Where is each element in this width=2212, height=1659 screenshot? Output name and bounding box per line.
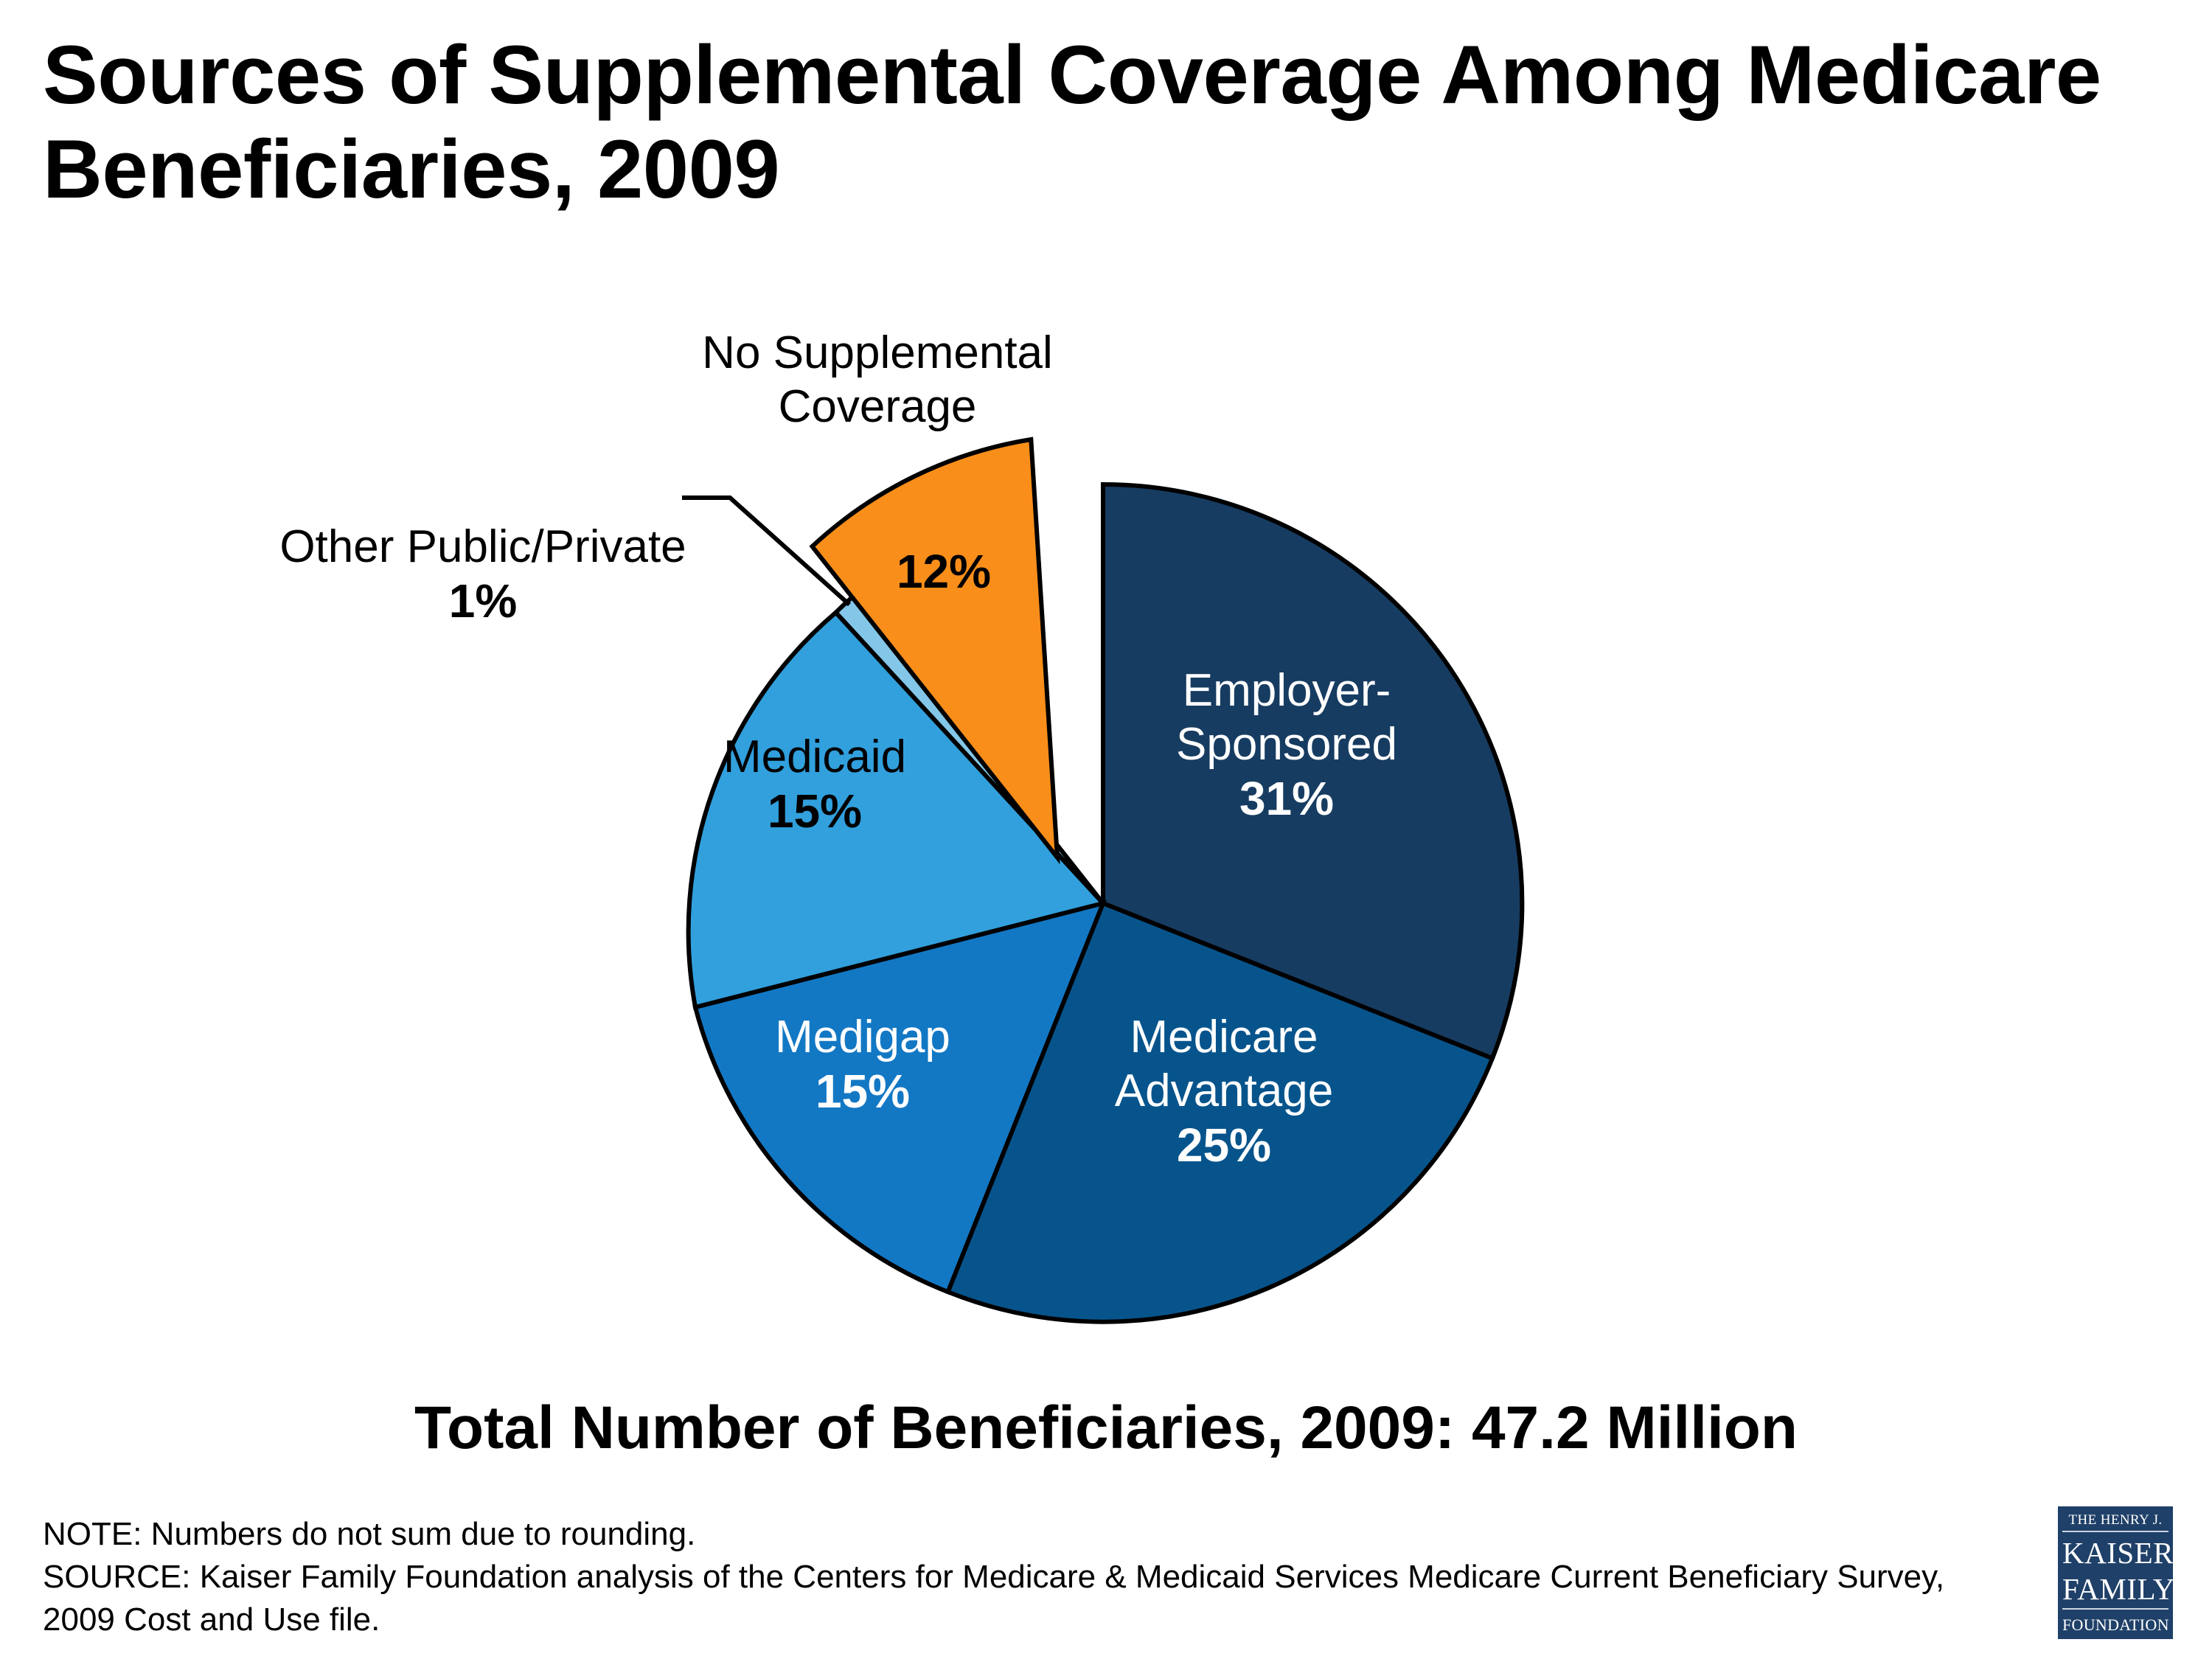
other-public-private-leader-line [682, 495, 852, 607]
pie-slice-no-supplemental-coverage-group[interactable] [809, 437, 1060, 865]
footnote-source-line-2: 2009 Cost and Use file. [43, 1601, 380, 1638]
pie-slice-employer-sponsored[interactable] [1101, 481, 1525, 1062]
logo-line-kaiser: KAISER [2062, 1536, 2174, 1571]
pie-chart-svg [682, 437, 1525, 1324]
pie-chart: Employer- Sponsored 31% Medicare Advanta… [0, 265, 2212, 1416]
pie-slice-medigap[interactable] [692, 900, 1107, 1295]
footnotes: NOTE: Numbers do not sum due to rounding… [43, 1513, 2034, 1641]
footnote-note: NOTE: Numbers do not sum due to rounding… [43, 1516, 696, 1552]
pie-slice-medicare-advantage[interactable] [945, 900, 1495, 1324]
page-title: Sources of Supplemental Coverage Among M… [43, 29, 2101, 215]
footnote-source-line-1: SOURCE: Kaiser Family Foundation analysi… [43, 1559, 1945, 1596]
chart-subtitle: Total Number of Beneficiaries, 2009: 47.… [414, 1394, 1798, 1461]
kaiser-family-foundation-logo: THE HENRY J. KAISER FAMILY FOUNDATION [2058, 1506, 2175, 1639]
pie-slice-no-supplemental-coverage[interactable] [809, 437, 1060, 865]
logo-line-the-henry-j: THE HENRY J. [2062, 1512, 2168, 1532]
logo-line-family: FAMILY [2062, 1574, 2175, 1610]
pie-slice-medicaid[interactable] [686, 609, 1107, 1010]
logo-line-foundation: FOUNDATION [2062, 1615, 2169, 1634]
